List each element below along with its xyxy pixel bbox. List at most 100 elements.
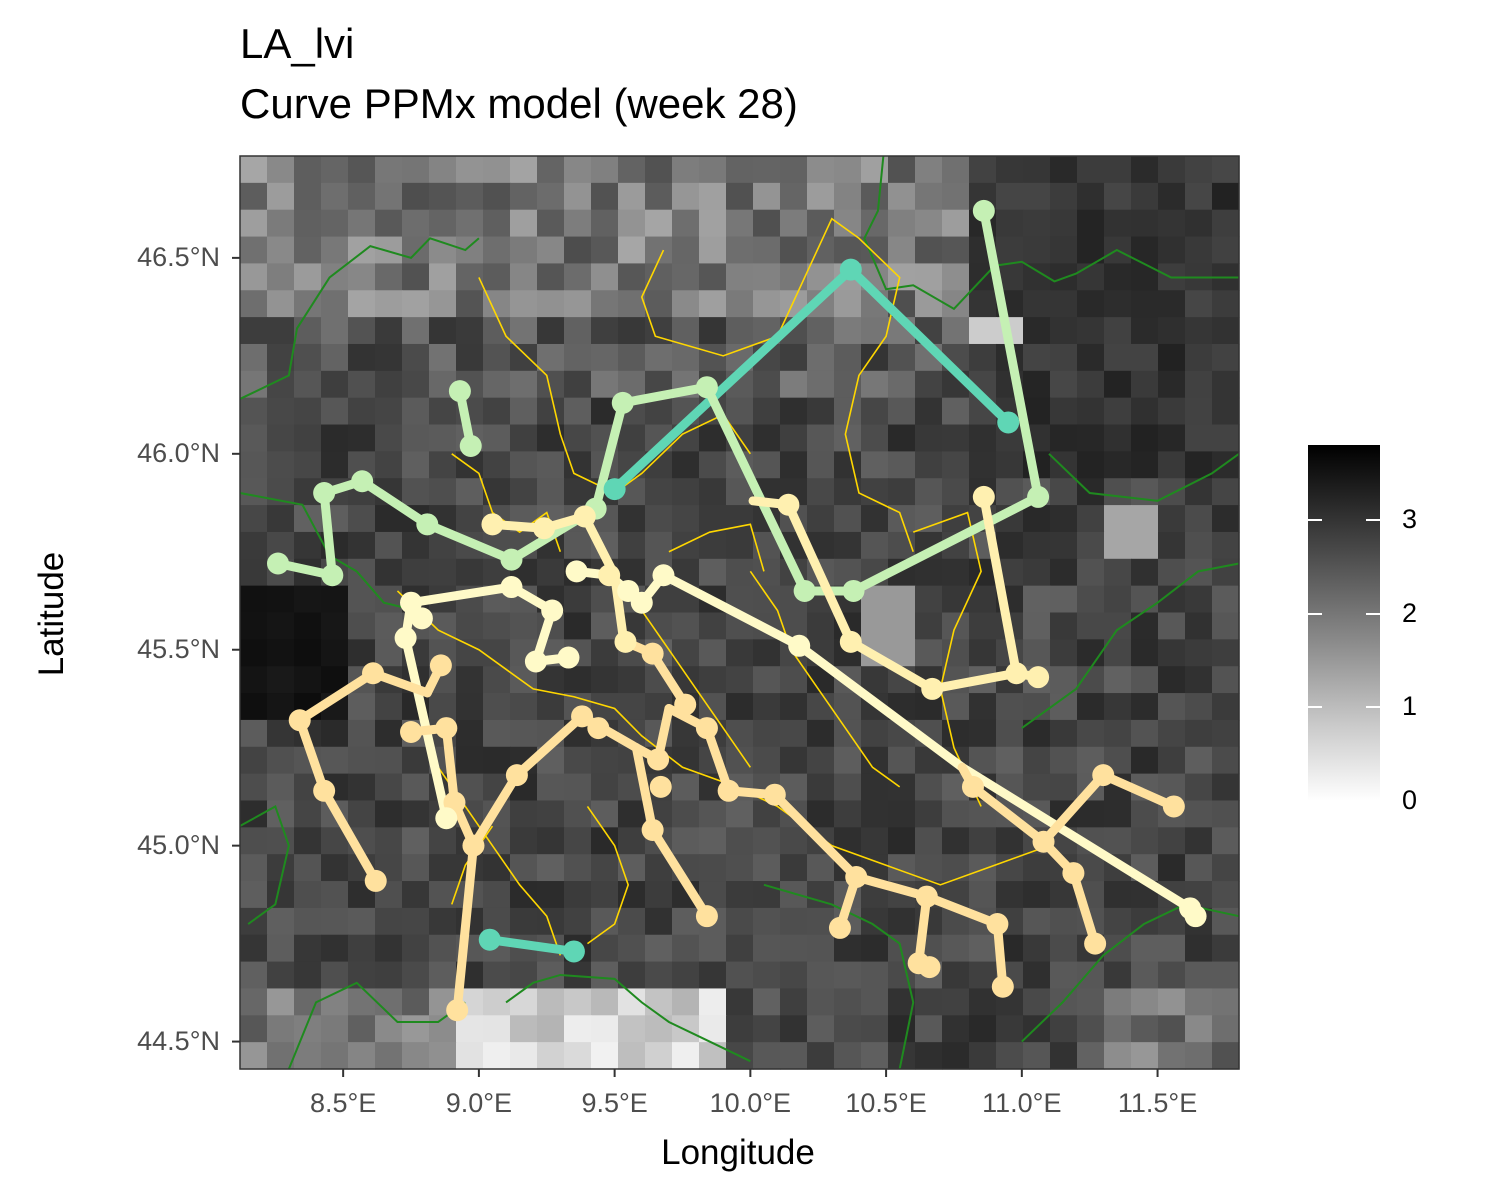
cluster-edge	[770, 790, 861, 882]
station-point	[918, 956, 941, 979]
raster-cell	[1185, 827, 1213, 855]
cluster-edge	[648, 825, 712, 921]
raster-cell	[456, 693, 484, 721]
raster-cell	[510, 370, 538, 399]
raster-cell	[1104, 1015, 1132, 1043]
raster-cell	[1131, 827, 1159, 855]
raster-cell	[564, 881, 592, 909]
raster-cell	[456, 317, 484, 345]
x-tick-label: 10.0°E	[709, 1088, 792, 1118]
x-tick-label: 10.5°E	[845, 1088, 927, 1118]
raster-cell	[699, 182, 727, 211]
raster-cell	[996, 693, 1024, 721]
raster-cell	[321, 1042, 349, 1070]
raster-cell	[726, 156, 754, 184]
raster-cell	[510, 612, 538, 640]
raster-cell	[807, 719, 835, 748]
raster-cell	[537, 1042, 565, 1070]
raster-cell	[429, 478, 457, 506]
raster-cell	[402, 317, 430, 345]
raster-cell	[726, 209, 754, 238]
x-tick-label: 11.0°E	[982, 1088, 1062, 1118]
raster-cell	[645, 531, 673, 560]
raster-cell	[807, 397, 835, 426]
raster-cell	[294, 397, 322, 426]
cluster-edge	[846, 637, 937, 694]
raster-cell	[618, 827, 646, 855]
raster-cell	[1077, 156, 1105, 184]
raster-cell	[1104, 961, 1132, 990]
raster-cell	[267, 424, 295, 452]
station-point	[1184, 905, 1207, 928]
raster-cell	[375, 800, 403, 828]
raster-cell	[591, 317, 619, 345]
raster-cell	[942, 558, 970, 587]
raster-cell	[996, 1015, 1024, 1043]
raster-cell	[969, 585, 997, 614]
raster-cell	[267, 209, 295, 238]
country-border-line	[239, 237, 480, 400]
station-point	[717, 779, 740, 802]
raster-cell	[699, 800, 727, 828]
raster-cell	[1131, 988, 1159, 1016]
raster-cell	[483, 343, 511, 372]
raster-cell	[267, 639, 295, 667]
raster-cell	[564, 263, 592, 291]
raster-cell	[726, 236, 754, 265]
panel-border	[239, 155, 1240, 1070]
raster-cell	[294, 961, 322, 990]
raster-cell	[294, 182, 322, 211]
raster-cell	[429, 209, 457, 238]
raster-cell	[1050, 290, 1078, 318]
raster-cell	[1158, 505, 1186, 533]
raster-cell	[1050, 451, 1078, 479]
raster-cell	[672, 182, 700, 211]
raster-cell	[888, 236, 916, 265]
raster-cell	[537, 182, 565, 211]
raster-cell	[699, 693, 727, 721]
raster-cell	[861, 397, 889, 426]
station-point	[1027, 485, 1050, 508]
raster-cell	[510, 424, 538, 452]
raster-cell	[267, 1015, 295, 1043]
raster-cell	[510, 800, 538, 828]
raster-cell	[348, 505, 376, 533]
station-point	[598, 564, 621, 587]
raster-cell	[807, 988, 835, 1016]
cluster-edge	[610, 570, 628, 639]
raster-cell	[348, 558, 376, 587]
raster-cell	[348, 612, 376, 640]
raster-cell	[807, 370, 835, 399]
station-point	[649, 775, 672, 798]
raster-cell	[429, 236, 457, 265]
raster-cell	[861, 1015, 889, 1043]
raster-cell	[834, 290, 862, 318]
raster-cell	[321, 907, 349, 936]
raster-cell	[1023, 693, 1051, 721]
raster-cell	[1158, 612, 1186, 640]
raster-cell	[915, 236, 943, 265]
raster-cell	[294, 1015, 322, 1043]
raster-cell	[834, 478, 862, 506]
cluster-edge	[610, 265, 856, 494]
raster-cell	[1212, 800, 1240, 828]
raster-cell	[996, 1042, 1024, 1070]
raster-cell	[645, 290, 673, 318]
raster-cell	[996, 854, 1024, 882]
raster-cell	[699, 290, 727, 318]
raster-cell	[780, 934, 808, 963]
raster-cell	[591, 693, 619, 721]
raster-cell	[267, 773, 295, 802]
raster-cell	[456, 558, 484, 587]
cluster-edge	[452, 841, 478, 1015]
raster-cell	[1185, 531, 1213, 560]
raster-cell	[996, 531, 1024, 560]
raster-cell	[1023, 907, 1051, 936]
raster-cell	[645, 478, 673, 506]
raster-cell	[1104, 693, 1132, 721]
station-point	[562, 940, 585, 963]
raster-cell	[429, 424, 457, 452]
raster-cell	[726, 182, 754, 211]
raster-cell	[1131, 209, 1159, 238]
raster-cell	[645, 343, 673, 372]
